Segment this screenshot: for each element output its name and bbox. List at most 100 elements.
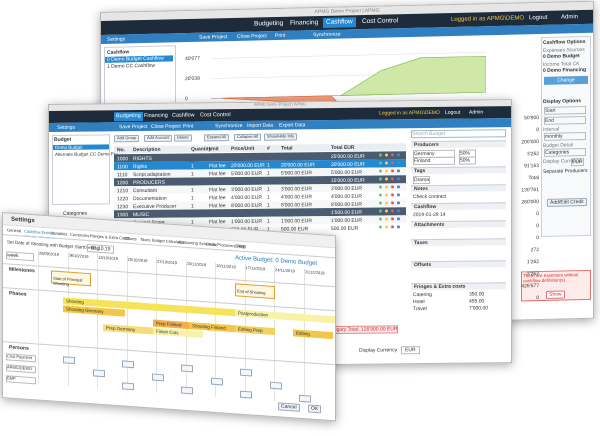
toolbar-item[interactable]: Save Project xyxy=(119,123,148,131)
table-cell: 1 xyxy=(267,170,270,177)
table-cell: Executive Producer xyxy=(133,203,177,210)
person-slot xyxy=(122,360,134,369)
row-indicator xyxy=(397,153,400,157)
table-cell: 1 xyxy=(267,194,270,201)
table-cell: Documentation xyxy=(133,195,167,202)
table-cell: 5'000.00 EUR xyxy=(281,169,312,177)
person-select[interactable]: Cost Payment xyxy=(6,353,36,363)
side-value: 426'577 xyxy=(521,283,539,290)
filter-button[interactable]: Show/Hide Info xyxy=(264,133,298,141)
start-label[interactable]: Start xyxy=(544,105,586,115)
filter-button[interactable]: Collapse All xyxy=(234,133,261,141)
side-value: 0 xyxy=(536,211,539,218)
table-cell: 4'000.00 EUR xyxy=(331,193,362,200)
row-indicator xyxy=(379,169,382,173)
interval-select[interactable]: monthly xyxy=(544,131,586,141)
table-cell: 8'000.00 EUR xyxy=(281,201,312,209)
toolbar-item[interactable]: Export Data xyxy=(279,122,306,129)
nav-item[interactable]: Budgeting xyxy=(114,112,143,121)
column-header: Unit xyxy=(209,146,219,153)
filter-button[interactable]: Add Group xyxy=(114,135,140,143)
logout-button[interactable]: Logout xyxy=(445,109,461,116)
side-value: Total xyxy=(528,175,539,182)
nav-item[interactable]: Financing xyxy=(290,19,319,27)
show-button[interactable]: Show xyxy=(546,290,565,299)
person-slot xyxy=(92,369,105,378)
toolbar-item[interactable]: Synchronize xyxy=(313,31,341,39)
tag: Drama xyxy=(413,175,431,185)
nav-item[interactable]: Financing xyxy=(144,112,168,119)
row-label: Persons xyxy=(9,344,29,352)
date-header: 24/11/2019 xyxy=(275,267,295,274)
side-value: 272 xyxy=(530,247,539,254)
filter-button[interactable]: Add Account xyxy=(144,134,173,142)
toolbar-item[interactable]: Print xyxy=(275,32,286,40)
toolbar-item[interactable]: Import Data xyxy=(247,122,274,129)
toolbar-item[interactable]: Settings xyxy=(107,36,126,43)
table-cell: 5'000.00 EUR xyxy=(231,170,262,177)
toolbar-item[interactable]: Synchronize xyxy=(215,122,243,130)
date-divider xyxy=(126,255,128,391)
nav-item[interactable]: Cost Control xyxy=(362,17,399,26)
row-indicator xyxy=(391,225,394,229)
positive-area xyxy=(339,55,486,96)
toolbar-item[interactable]: Close Project xyxy=(237,33,267,40)
separate-checkbox[interactable]: Separate Producers xyxy=(543,167,588,175)
admin-button[interactable]: Admin xyxy=(469,109,484,116)
cancel-button[interactable]: Cancel xyxy=(278,402,300,412)
table-cell: 8'000.00 EUR xyxy=(231,202,262,209)
date-header: 10/11/2019 xyxy=(216,262,236,270)
settings-button[interactable]: Settings xyxy=(57,124,76,131)
section-title: Offsets xyxy=(414,261,432,269)
extra-value: 350.00 xyxy=(469,291,485,298)
toolbar-item[interactable]: Close Project xyxy=(151,123,181,130)
start-date[interactable]: 01.10.19 xyxy=(87,243,115,254)
table-cell: 1110 xyxy=(117,171,128,178)
options-title: Cashflow Options xyxy=(543,38,586,46)
producer-name[interactable]: Finland xyxy=(413,156,455,166)
row-indicator xyxy=(385,185,388,189)
row-indicator xyxy=(379,209,382,213)
nav-item[interactable]: Cost Control xyxy=(200,112,231,119)
nav-item[interactable]: Cashflow xyxy=(172,112,195,119)
table-cell: Flat fee xyxy=(209,162,226,169)
row-indicator xyxy=(385,161,388,165)
nav-item[interactable]: Cashflow xyxy=(323,17,356,28)
row-indicator xyxy=(385,153,388,157)
zoom-select[interactable]: week xyxy=(6,251,34,262)
row-indicator xyxy=(391,209,394,213)
table-cell: 1'000.00 EUR xyxy=(331,217,362,224)
end-label[interactable]: End xyxy=(544,115,586,125)
producer-share[interactable]: 50% xyxy=(459,156,476,165)
credit-button[interactable]: Add/Edit Credit xyxy=(547,197,587,207)
detail-select[interactable]: Categories xyxy=(544,147,586,157)
currency-select[interactable]: EUR xyxy=(401,346,420,355)
ok-button[interactable]: OK xyxy=(308,404,322,414)
search-box[interactable]: Search Budget xyxy=(411,129,506,139)
table-cell: 20'000.00 EUR xyxy=(281,161,315,169)
person-slot xyxy=(122,382,134,391)
person-slot xyxy=(240,368,252,377)
person-slot xyxy=(63,356,75,365)
date-divider xyxy=(38,249,39,385)
grid-line xyxy=(211,51,486,59)
budget-item[interactable]: Demo Budget xyxy=(53,144,109,151)
row-indicator xyxy=(379,185,382,189)
toolbar-item[interactable]: Save Project xyxy=(199,34,228,41)
toolbar-item[interactable]: Print xyxy=(183,123,194,130)
table-cell: 1 xyxy=(191,194,194,202)
admin-button[interactable]: Admin xyxy=(561,14,579,21)
person-select[interactable]: APMG/DEMO xyxy=(6,364,36,374)
person-select[interactable]: EMP xyxy=(6,375,36,385)
filter-button[interactable]: Delete xyxy=(174,134,192,142)
side-value: 1'262 xyxy=(526,259,539,266)
section-title: Taxes xyxy=(414,240,428,247)
logout-button[interactable]: Logout xyxy=(529,14,548,22)
nav-item[interactable]: Budgeting xyxy=(254,19,284,28)
currency-select[interactable]: EUR xyxy=(571,158,584,167)
filter-button[interactable]: Expand All xyxy=(204,134,229,142)
table-cell: Consultant xyxy=(133,187,157,194)
table-cell: 500.00 EUR xyxy=(331,225,359,232)
budget-item[interactable]: Alternate Budget CC Demo Pro... xyxy=(55,151,122,157)
